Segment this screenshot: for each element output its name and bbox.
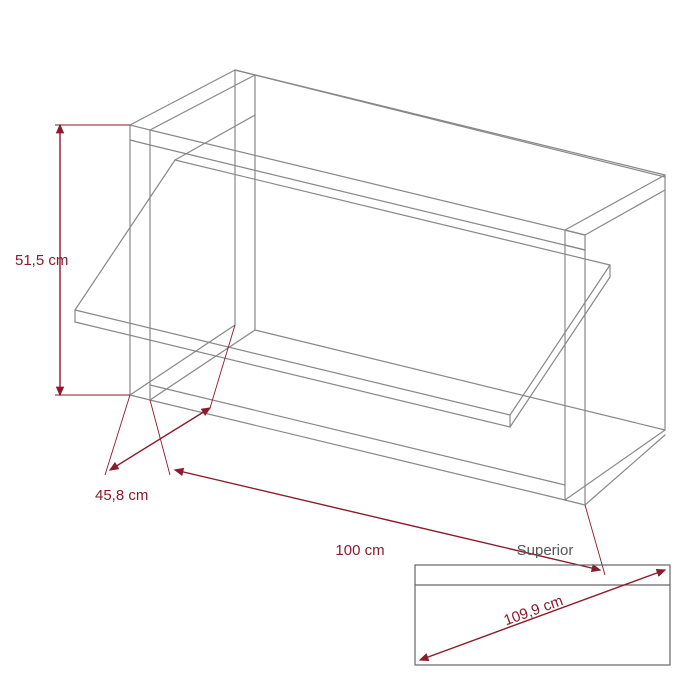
- dim-diagonal-label: 109,9 cm: [502, 592, 566, 629]
- dim-width-label: 100 cm: [335, 542, 384, 559]
- dim-depth-label: 45,8 cm: [95, 487, 148, 504]
- technical-drawing: 51,5 cm 45,8 cm 100 cm Superior 109,9 cm: [0, 0, 700, 700]
- dim-height-label: 51,5 cm: [15, 252, 68, 269]
- top-view-title: Superior: [517, 542, 574, 559]
- top-view: Superior 109,9 cm: [415, 542, 670, 665]
- furniture-isometric: [75, 70, 665, 505]
